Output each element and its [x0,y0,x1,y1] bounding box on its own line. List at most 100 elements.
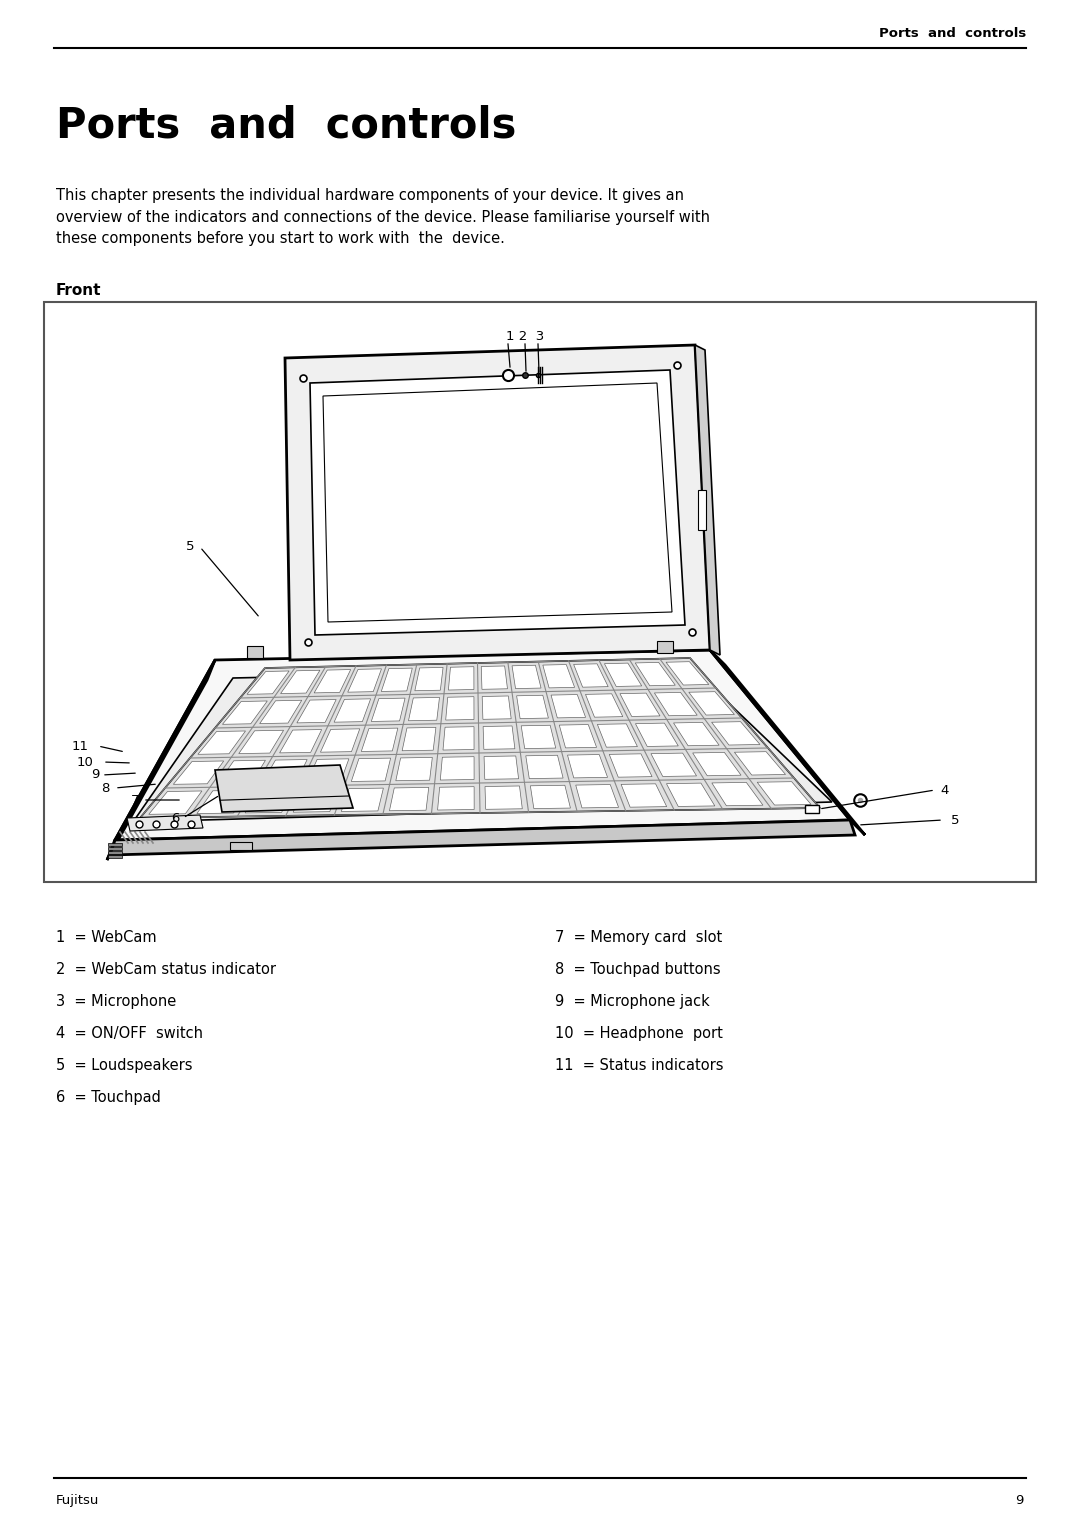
Polygon shape [674,722,719,746]
Bar [805,804,819,813]
Polygon shape [127,815,203,830]
Bar [108,852,122,853]
Polygon shape [259,700,301,723]
Polygon shape [395,757,432,781]
Polygon shape [712,722,760,745]
Polygon shape [293,789,338,812]
Polygon shape [281,670,320,694]
Polygon shape [307,758,349,783]
Polygon shape [443,726,474,751]
Polygon shape [620,693,660,717]
Polygon shape [522,725,556,749]
Polygon shape [710,650,865,835]
Polygon shape [696,346,720,654]
Polygon shape [666,783,715,806]
Polygon shape [543,665,575,688]
Text: 11: 11 [71,740,89,752]
Polygon shape [323,382,672,622]
Polygon shape [734,752,785,775]
Polygon shape [133,668,832,823]
Polygon shape [408,697,440,720]
Polygon shape [484,755,518,780]
Text: 8  = Touchpad buttons: 8 = Touchpad buttons [555,962,720,977]
Polygon shape [222,700,268,725]
Polygon shape [348,668,381,693]
Polygon shape [197,790,247,813]
Text: 7  = Memory card  slot: 7 = Memory card slot [555,930,723,945]
Polygon shape [341,787,383,812]
Text: Fujitsu: Fujitsu [56,1494,99,1508]
Text: 4: 4 [941,783,949,797]
Polygon shape [526,755,563,778]
Bar [657,641,673,653]
Polygon shape [372,699,405,722]
Polygon shape [585,694,623,717]
Polygon shape [314,670,351,693]
Polygon shape [530,786,570,809]
Polygon shape [482,696,511,719]
Text: Ports  and  controls: Ports and controls [879,28,1026,40]
Polygon shape [654,693,698,716]
Polygon shape [280,729,322,752]
Polygon shape [437,787,474,810]
Polygon shape [140,657,820,818]
Polygon shape [198,731,245,754]
Polygon shape [485,786,523,809]
Polygon shape [446,697,474,720]
Text: 9  = Microphone jack: 9 = Microphone jack [555,994,710,1009]
Polygon shape [310,370,685,635]
Bar [698,489,706,531]
Polygon shape [362,728,397,751]
Text: 1  = WebCam: 1 = WebCam [56,930,157,945]
Polygon shape [218,760,266,783]
Polygon shape [621,784,666,807]
Polygon shape [334,699,370,722]
Polygon shape [576,784,619,807]
Polygon shape [110,820,855,855]
Polygon shape [635,723,678,746]
Polygon shape [107,661,215,859]
Text: 5  = Loudspeakers: 5 = Loudspeakers [56,1058,192,1073]
Polygon shape [597,723,637,748]
Text: Front: Front [56,283,102,298]
Polygon shape [635,662,675,685]
Polygon shape [512,665,541,688]
Polygon shape [692,752,741,775]
Polygon shape [297,700,336,723]
Text: 8: 8 [100,781,109,795]
Polygon shape [415,667,443,691]
Bar [108,855,122,858]
Text: 10  = Headphone  port: 10 = Headphone port [555,1026,723,1041]
Text: 10: 10 [77,755,94,769]
Polygon shape [381,668,413,691]
Polygon shape [605,664,642,687]
Polygon shape [567,754,608,778]
Polygon shape [551,694,585,719]
Bar [108,847,122,850]
Polygon shape [215,764,353,812]
Text: 6: 6 [171,812,179,824]
Polygon shape [482,667,508,690]
Polygon shape [689,691,734,716]
Text: 7: 7 [131,794,139,806]
Text: Ports  and  controls: Ports and controls [56,106,516,147]
Bar [230,842,252,850]
Text: 6  = Touchpad: 6 = Touchpad [56,1090,161,1105]
Polygon shape [245,789,293,813]
Bar [44,303,1036,882]
Polygon shape [651,754,697,777]
Polygon shape [666,662,708,685]
Polygon shape [351,758,391,781]
Polygon shape [239,731,284,754]
Text: 5: 5 [186,540,194,553]
Polygon shape [149,790,202,815]
Bar [247,645,264,657]
Polygon shape [516,696,549,719]
Polygon shape [285,346,710,661]
Polygon shape [321,729,360,752]
Text: 3  = Microphone: 3 = Microphone [56,994,176,1009]
Polygon shape [609,754,652,777]
Polygon shape [114,650,850,839]
Text: 5: 5 [950,813,959,827]
Text: 9: 9 [91,769,99,781]
